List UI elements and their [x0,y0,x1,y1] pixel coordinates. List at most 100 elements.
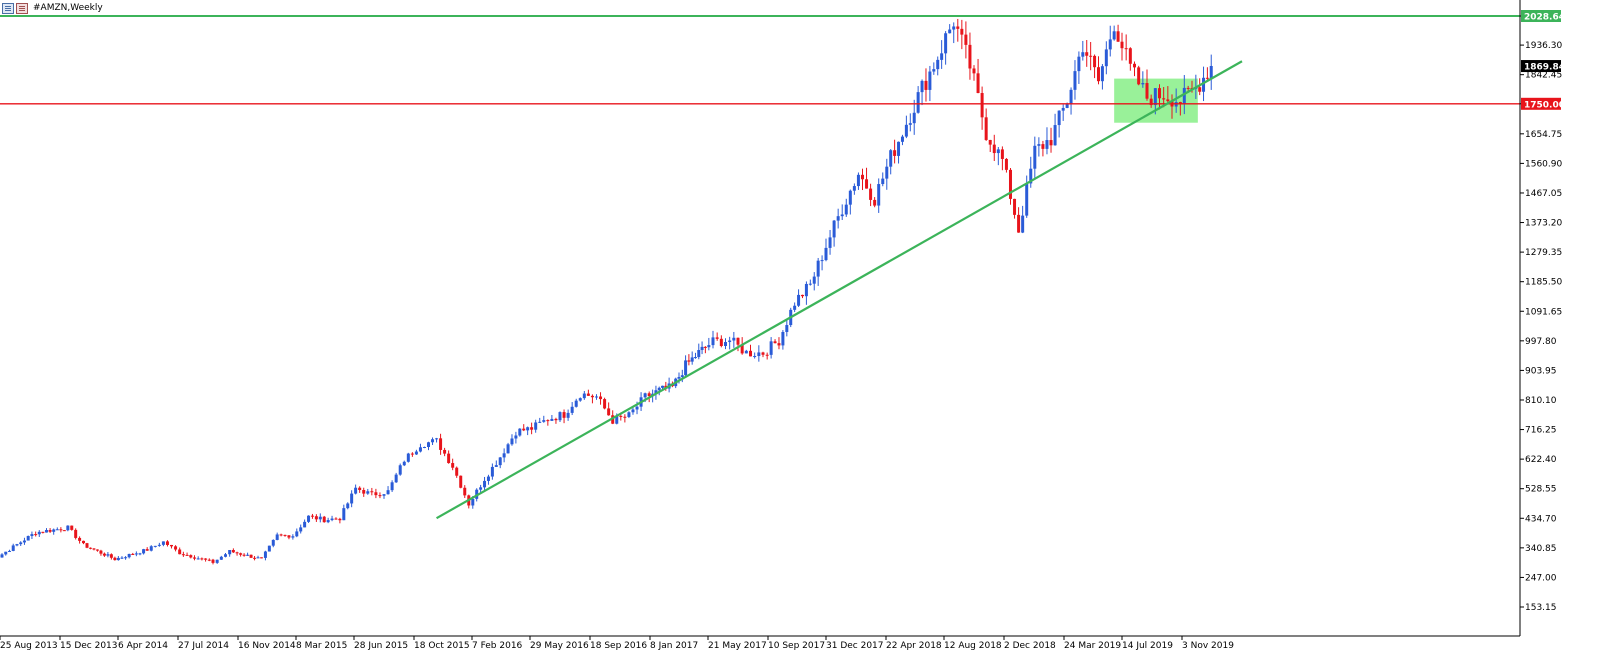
candle-body [291,536,295,538]
candle-body [916,92,920,113]
candle-body [518,428,522,436]
candle-body [711,337,715,346]
y-tick-label: 528.55 [1525,485,1557,495]
candle-body [654,390,658,394]
candle-body [627,412,631,417]
candle-body [390,482,394,491]
candle-body [113,557,117,561]
candle-body [354,487,358,494]
y-tick-label: 434.70 [1525,514,1557,524]
candle-body [490,466,494,477]
candle-body [1112,31,1116,40]
candle-body [860,174,864,180]
chart-properties-icon[interactable] [16,2,28,14]
candle-body [844,204,848,215]
candle-body [530,427,534,430]
candle-body [940,53,944,60]
candle-body [1141,83,1145,85]
candle-body [1021,215,1025,233]
candle-body [542,420,546,422]
candle-body [715,337,719,339]
candle-body [590,395,594,398]
candle-body [550,418,554,421]
candle-body [109,554,113,558]
candle-body [435,438,439,440]
candle-body [70,525,74,530]
candle-body [322,516,326,523]
candle-body [1004,158,1008,170]
candle-body [283,534,287,536]
x-tick-label: 28 Jun 2015 [354,641,408,651]
y-tick-label: 716.25 [1525,426,1557,436]
candle-body [1198,87,1202,92]
candle-body [690,357,694,362]
candle-body [856,174,860,187]
candle-body [334,518,338,520]
candle-body [1108,39,1112,50]
candle-body [1158,88,1161,99]
candle-body [153,545,157,547]
candle-body [161,541,165,545]
candle-body [828,237,832,248]
candle-body [647,393,651,397]
candle-body [912,112,916,124]
candle-body [295,531,299,537]
candle-body [307,515,311,522]
candle-body [326,520,330,523]
chart-title-bar: #AMZN,Weekly [2,1,103,15]
candle-body [88,547,92,549]
candle-body [231,550,235,553]
x-tick-label: 3 Nov 2019 [1182,641,1234,651]
candle-body [848,190,852,205]
candle-body [287,535,291,538]
candle-body [1137,67,1141,85]
chart-window-icon[interactable] [2,2,14,14]
candle-body [800,294,804,297]
candle-body [106,554,110,556]
candle-body [996,149,1000,154]
candle-body [968,44,972,69]
candle-body [677,376,681,379]
candle-body [165,541,169,545]
candle-body [1041,144,1045,149]
candle-body [279,534,283,536]
candle-body [455,467,459,476]
candle-body [366,491,370,494]
candle-body [526,427,530,431]
candle-body [964,34,968,45]
y-tick-label: 1091.65 [1525,307,1562,317]
candle-body [431,439,435,443]
candle-body [724,342,727,347]
candle-body [358,487,362,491]
candle-body [1166,99,1170,102]
candle-body [1029,168,1033,184]
candle-body [1033,145,1037,169]
candle-body [1085,52,1089,56]
candle-body [494,465,498,467]
x-tick-label: 15 Dec 2013 [60,641,118,651]
x-tick-label: 27 Jul 2014 [178,641,229,651]
candle-body [510,438,514,445]
candle-body [178,549,182,555]
candle-body [463,487,467,496]
candle-body [881,178,885,185]
candle-body [889,150,893,167]
y-tick-label: 247.00 [1525,573,1557,583]
x-tick-label: 8 Jan 2017 [650,641,698,651]
candle-body [378,495,382,497]
candle-body [74,529,78,538]
candle-body [211,559,215,563]
candle-body [479,487,483,490]
candle-body [1133,63,1136,68]
candle-body [554,418,558,421]
candle-body [124,557,128,559]
y-tick-label: 153.15 [1525,603,1557,613]
x-tick-label: 6 Apr 2014 [118,641,168,651]
x-tick-label: 8 Mar 2015 [296,641,347,651]
candle-body [299,527,303,532]
candle-body [836,216,840,221]
candle-body [149,546,153,551]
candle-body [865,179,869,189]
candle-body [956,26,960,29]
